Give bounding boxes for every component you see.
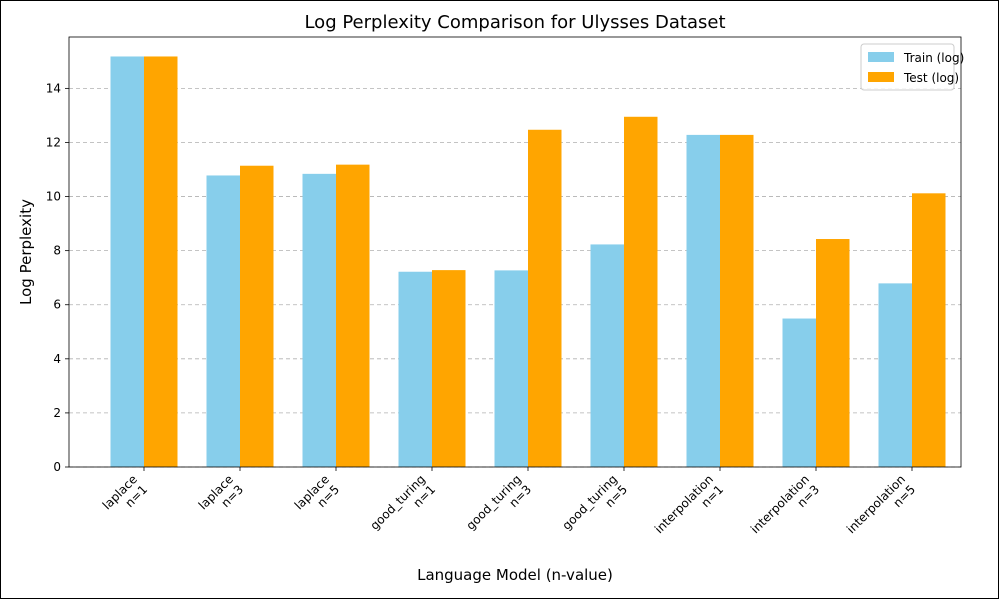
- x-tick-label: good_turingn=1: [367, 472, 438, 543]
- bar-test: [720, 134, 754, 468]
- bar-test: [240, 165, 274, 467]
- bar-test: [912, 193, 946, 468]
- legend-swatch: [868, 52, 894, 62]
- bar-test: [816, 239, 850, 467]
- x-tick-label: interpolationn=5: [844, 472, 918, 546]
- legend-swatch: [868, 72, 894, 82]
- x-tick-label: good_turingn=5: [559, 472, 630, 543]
- bar-test: [528, 129, 562, 468]
- bar-train: [206, 175, 240, 468]
- y-tick-label: 14: [46, 81, 61, 95]
- bar-train: [878, 283, 912, 467]
- y-tick-label: 8: [53, 244, 61, 258]
- y-tick-label: 12: [46, 135, 61, 149]
- bar-train: [302, 173, 336, 467]
- chart-title: Log Perplexity Comparison for Ulysses Da…: [304, 12, 725, 33]
- bar-test: [144, 56, 178, 467]
- y-tick-label: 2: [53, 406, 61, 420]
- bar-test: [432, 270, 466, 467]
- bar-train: [494, 270, 528, 467]
- bar-layer: [110, 56, 946, 468]
- bar-train: [782, 318, 816, 467]
- y-tick-label: 6: [53, 298, 61, 312]
- bar-train: [686, 134, 720, 468]
- x-tick-label: good_turingn=3: [463, 472, 534, 543]
- bar-train: [590, 244, 624, 467]
- x-axis-label: Language Model (n-value): [417, 566, 613, 584]
- legend-label: Train (log): [903, 51, 964, 65]
- y-tick-label: 10: [46, 190, 61, 204]
- bar-test: [336, 164, 370, 467]
- x-tick-label: interpolationn=1: [652, 472, 726, 546]
- y-tick-label: 4: [53, 352, 61, 366]
- bar-train: [110, 56, 144, 467]
- x-tick-label: laplacen=5: [292, 472, 342, 522]
- x-tick-label: laplacen=1: [100, 472, 150, 522]
- bar-train: [398, 271, 432, 467]
- y-axis-label: Log Perplexity: [17, 199, 35, 305]
- axes-frame: [68, 36, 962, 468]
- x-tick-label: laplacen=3: [196, 472, 246, 522]
- x-tick-label: interpolationn=3: [748, 472, 822, 546]
- bar-test: [624, 116, 658, 467]
- legend: Train (log) Test (log): [860, 43, 964, 91]
- y-tick-label: 0: [53, 460, 61, 474]
- legend-label: Test (log): [903, 71, 959, 85]
